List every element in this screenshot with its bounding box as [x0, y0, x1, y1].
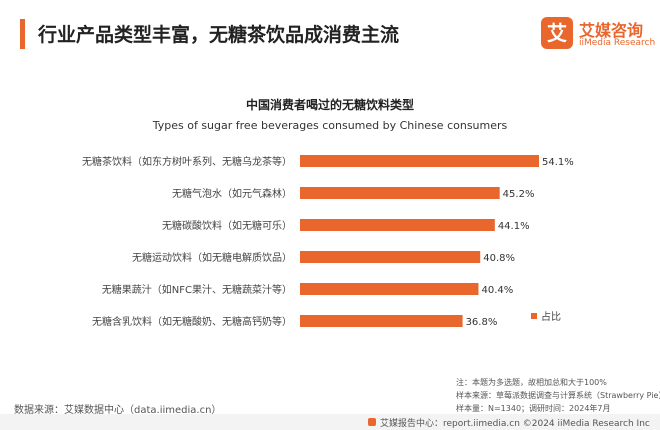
chart-subtitle: Types of sugar free beverages consumed b…	[152, 119, 508, 132]
category-label: 无糖碳酸饮料（如无糖可乐）	[162, 219, 292, 232]
note-line-1: 注：本题为多选题，故相加总和大于100%	[456, 378, 607, 387]
category-label: 无糖茶饮料（如东方树叶系列、无糖乌龙茶等）	[82, 155, 292, 168]
data-source: 数据来源：艾媒数据中心（data.iimedia.cn）	[14, 405, 222, 416]
bar	[300, 187, 500, 199]
chart-title: 中国消费者喝过的无糖饮料类型	[245, 98, 414, 112]
bar	[300, 251, 481, 263]
note-line-3: 样本量：N=1340；调研时间：2024年7月	[456, 404, 611, 413]
note-line-2: 样本来源：草莓派数据调查与计算系统（Strawberry Pie）	[456, 391, 660, 400]
value-label: 40.4%	[481, 285, 513, 296]
logo-name-cn: 艾媒咨询	[579, 21, 644, 40]
value-label: 54.1%	[542, 157, 574, 168]
category-label: 无糖果蔬汁（如NFC果汁、无糖蔬菜汁等）	[102, 283, 292, 296]
bar	[300, 155, 539, 167]
logo-mark-icon: 艾	[541, 17, 573, 49]
value-label: 45.2%	[503, 189, 535, 200]
value-label: 40.8%	[483, 253, 515, 264]
footer-band	[0, 414, 660, 430]
legend-swatch	[531, 313, 537, 319]
value-label: 44.1%	[498, 221, 530, 232]
brand-logo: 艾 艾媒咨询 iiMedia Research	[541, 17, 656, 53]
bar	[300, 283, 479, 295]
value-label: 36.8%	[466, 317, 498, 328]
chart-notes: 注：本题为多选题，故相加总和大于100% 样本来源：草莓派数据调查与计算系统（S…	[456, 376, 660, 415]
report-center-icon	[368, 418, 376, 426]
title-accent-bar	[20, 19, 25, 49]
bar	[300, 219, 495, 231]
page-title: 行业产品类型丰富，无糖茶饮品成消费主流	[38, 24, 400, 46]
legend-label: 占比	[541, 312, 561, 323]
category-label: 无糖运动饮料（如无糖电解质饮品）	[132, 251, 292, 264]
logo-name-en: iiMedia Research	[579, 38, 656, 48]
footer-text: 艾媒报告中心：report.iimedia.cn ©2024 iiMedia R…	[380, 419, 650, 429]
bar	[300, 315, 463, 327]
category-label: 无糖气泡水（如元气森林）	[172, 187, 292, 200]
category-label: 无糖含乳饮料（如无糖酸奶、无糖高钙奶等）	[92, 315, 292, 328]
